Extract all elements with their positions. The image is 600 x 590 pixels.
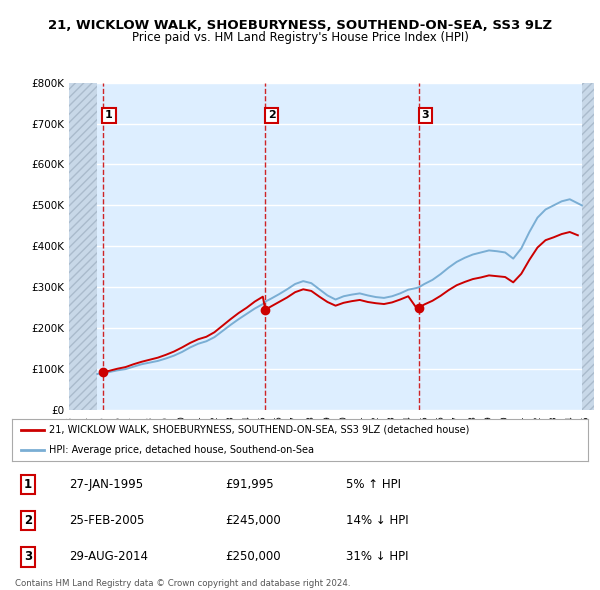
Text: 31% ↓ HPI: 31% ↓ HPI bbox=[346, 550, 409, 563]
Text: HPI: Average price, detached house, Southend-on-Sea: HPI: Average price, detached house, Sout… bbox=[49, 445, 314, 455]
Text: £250,000: £250,000 bbox=[225, 550, 281, 563]
Text: 3: 3 bbox=[421, 110, 429, 120]
Bar bbox=[582, 83, 594, 410]
Text: Contains HM Land Registry data © Crown copyright and database right 2024.
This d: Contains HM Land Registry data © Crown c… bbox=[15, 579, 350, 590]
Text: 29-AUG-2014: 29-AUG-2014 bbox=[70, 550, 149, 563]
Bar bbox=[69, 83, 97, 410]
Text: Price paid vs. HM Land Registry's House Price Index (HPI): Price paid vs. HM Land Registry's House … bbox=[131, 31, 469, 44]
Text: 1: 1 bbox=[105, 110, 113, 120]
Text: £245,000: £245,000 bbox=[225, 514, 281, 527]
Text: 21, WICKLOW WALK, SHOEBURYNESS, SOUTHEND-ON-SEA, SS3 9LZ (detached house): 21, WICKLOW WALK, SHOEBURYNESS, SOUTHEND… bbox=[49, 425, 470, 435]
Text: 14% ↓ HPI: 14% ↓ HPI bbox=[346, 514, 409, 527]
Text: 1: 1 bbox=[24, 478, 32, 491]
Text: 21, WICKLOW WALK, SHOEBURYNESS, SOUTHEND-ON-SEA, SS3 9LZ: 21, WICKLOW WALK, SHOEBURYNESS, SOUTHEND… bbox=[48, 19, 552, 32]
Text: 2: 2 bbox=[268, 110, 275, 120]
Text: 3: 3 bbox=[24, 550, 32, 563]
Text: £91,995: £91,995 bbox=[225, 478, 274, 491]
Text: 5% ↑ HPI: 5% ↑ HPI bbox=[346, 478, 401, 491]
Text: 2: 2 bbox=[24, 514, 32, 527]
Text: 25-FEB-2005: 25-FEB-2005 bbox=[70, 514, 145, 527]
Text: 27-JAN-1995: 27-JAN-1995 bbox=[70, 478, 144, 491]
